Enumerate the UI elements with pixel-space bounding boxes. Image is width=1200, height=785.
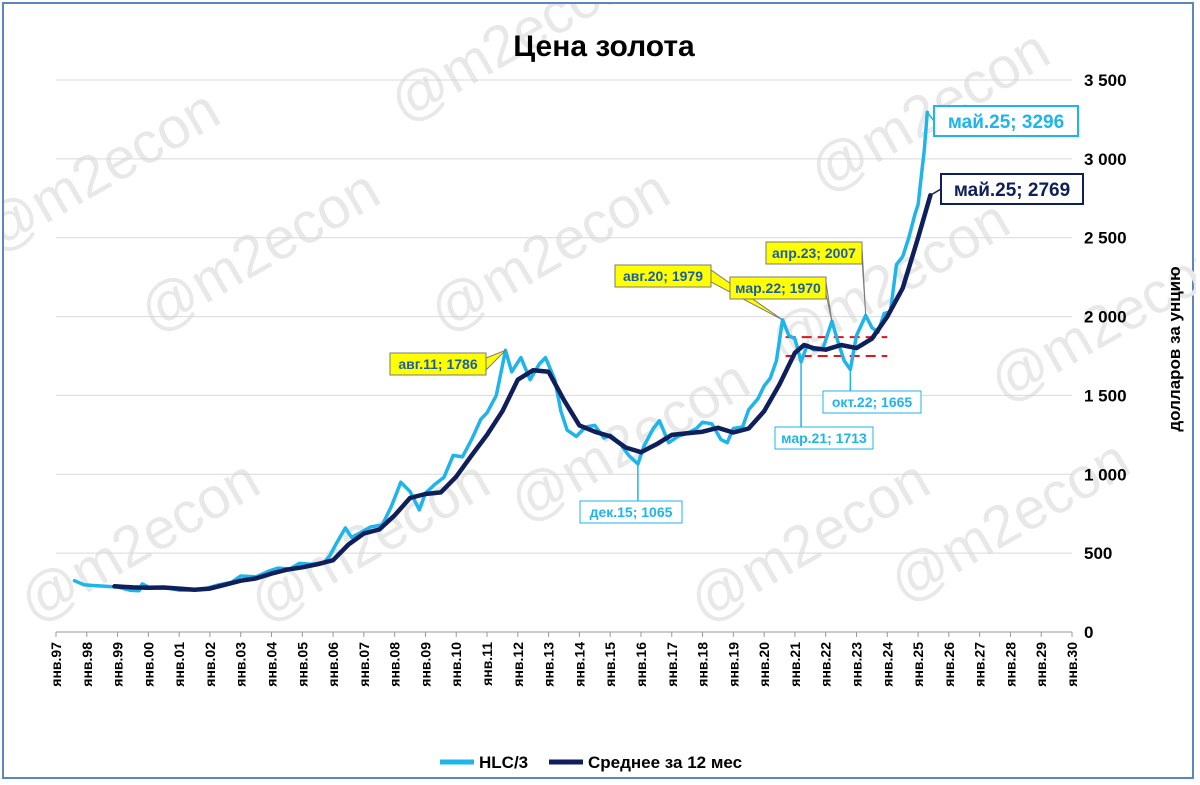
annotation-box [729, 276, 827, 300]
annotation-label: май.25; 2769 [954, 180, 1070, 201]
x-tick-label: янв.03 [233, 642, 249, 687]
watermark-11: @m2econ [878, 426, 1140, 615]
x-tick-label: янв.98 [79, 642, 95, 687]
chart-title: Цена золота [513, 30, 695, 63]
annotation-label: авг.11; 1786 [398, 356, 477, 372]
x-tick-label: янв.04 [264, 642, 280, 687]
y-tick-label: 2 500 [1084, 229, 1127, 248]
x-tick-label: янв.20 [756, 642, 772, 687]
annotation-box [579, 500, 683, 524]
annotation-box [774, 426, 874, 450]
x-tick-label: янв.19 [725, 642, 741, 687]
x-tick-label: янв.09 [417, 642, 433, 687]
x-tick-label: янв.13 [541, 642, 557, 687]
watermarks: @m2econ@m2econ@m2econ@m2econ@m2econ@m2ec… [4, 4, 1196, 635]
y-tick-label: 500 [1084, 544, 1112, 563]
annotation-5: мар.21; 1713 [774, 361, 874, 450]
annotation-6: окт.22; 1665 [822, 369, 922, 414]
annotation-box [614, 264, 712, 288]
x-tick-label: янв.29 [1033, 642, 1049, 687]
x-tick-label: янв.18 [695, 642, 711, 687]
annotation-label: мар.22; 1970 [735, 280, 821, 296]
annotation-4: дек.15; 1065 [579, 464, 683, 524]
x-tick-label: янв.14 [571, 642, 587, 687]
x-tick-label: янв.06 [325, 642, 341, 687]
annotation-2: мар.22; 1970 [729, 276, 833, 322]
annotation-8: май.25; 2769 [929, 173, 1084, 205]
legend: HLC/3 Среднее за 12 мес [440, 753, 742, 772]
annotations: авг.11; 1786 авг.20; 1979 мар.22; 1970 апр.… [389, 105, 1084, 524]
annotation-label: апр.23; 2007 [772, 245, 856, 261]
annotation-label: окт.22; 1665 [832, 394, 913, 410]
annotation-leader [926, 111, 935, 122]
x-tick-label: янв.97 [48, 642, 64, 687]
annotation-7: май.25; 3296 [926, 105, 1079, 137]
x-tick-label: янв.24 [879, 642, 895, 687]
y-axis-label: долларов за унцию [1165, 266, 1184, 431]
watermark-2: @m2econ [378, 4, 640, 135]
annotation-box [765, 241, 863, 265]
x-tick-label: янв.25 [910, 642, 926, 687]
annotation-label: дек.15; 1065 [590, 504, 673, 520]
x-tick-label: янв.16 [633, 642, 649, 687]
x-tick-label: янв.26 [941, 642, 957, 687]
gridlines [56, 79, 1072, 633]
annotation-leader [929, 188, 942, 196]
y-tick-label: 1 500 [1084, 386, 1127, 405]
x-tick-label: янв.15 [602, 642, 618, 687]
x-tick-label: янв.10 [448, 642, 464, 687]
y-tick-label: 3 500 [1084, 71, 1127, 90]
x-axis-ticks: янв.97 янв.98 янв.99 янв.00 янв.01 янв.02 янв.… [48, 632, 1080, 687]
annotation-0: авг.11; 1786 [389, 349, 506, 376]
y-axis-ticks: 0 500 1 000 1 500 2 000 2 500 3 000 3 500 [1084, 71, 1127, 642]
y-tick-label: 3 000 [1084, 150, 1127, 169]
x-tick-label: янв.99 [110, 642, 126, 687]
x-tick-label: янв.08 [387, 642, 403, 687]
x-tick-label: янв.30 [1064, 642, 1080, 687]
y-tick-label: 1 000 [1084, 465, 1127, 484]
x-tick-label: янв.00 [140, 642, 156, 687]
watermark-0: @m2econ [4, 76, 230, 265]
x-tick-label: янв.05 [294, 642, 310, 687]
x-tick-label: янв.23 [848, 642, 864, 687]
series-lines [72, 110, 933, 593]
annotation-box [940, 173, 1084, 205]
annotation-box [933, 105, 1079, 137]
series-line-1 [112, 193, 933, 592]
x-tick-label: янв.17 [664, 642, 680, 687]
y-tick-label: 2 000 [1084, 308, 1127, 327]
annotation-3: апр.23; 2007 [765, 241, 867, 316]
annotation-label: авг.20; 1979 [623, 268, 703, 284]
x-tick-label: янв.27 [972, 642, 988, 687]
x-tick-label: янв.07 [356, 642, 372, 687]
x-tick-label: янв.12 [510, 642, 526, 687]
x-tick-label: янв.22 [818, 642, 834, 687]
gold-price-chart: @m2econ@m2econ@m2econ@m2econ@m2econ@m2ec… [4, 4, 1196, 772]
x-tick-label: янв.21 [787, 642, 803, 687]
x-tick-label: янв.02 [202, 642, 218, 687]
annotation-box [822, 390, 922, 414]
y-tick-label: 0 [1084, 623, 1093, 642]
legend-label-avg12: Среднее за 12 мес [588, 753, 742, 772]
x-tick-label: янв.01 [171, 642, 187, 687]
annotation-label: мар.21; 1713 [781, 430, 867, 446]
annotation-box [389, 352, 487, 376]
x-tick-label: янв.28 [1002, 642, 1018, 687]
annotation-1: авг.20; 1979 [614, 264, 783, 321]
legend-label-hlc3: HLC/3 [479, 753, 528, 772]
annotation-label: май.25; 3296 [948, 112, 1064, 133]
x-tick-label: янв.11 [479, 642, 495, 686]
